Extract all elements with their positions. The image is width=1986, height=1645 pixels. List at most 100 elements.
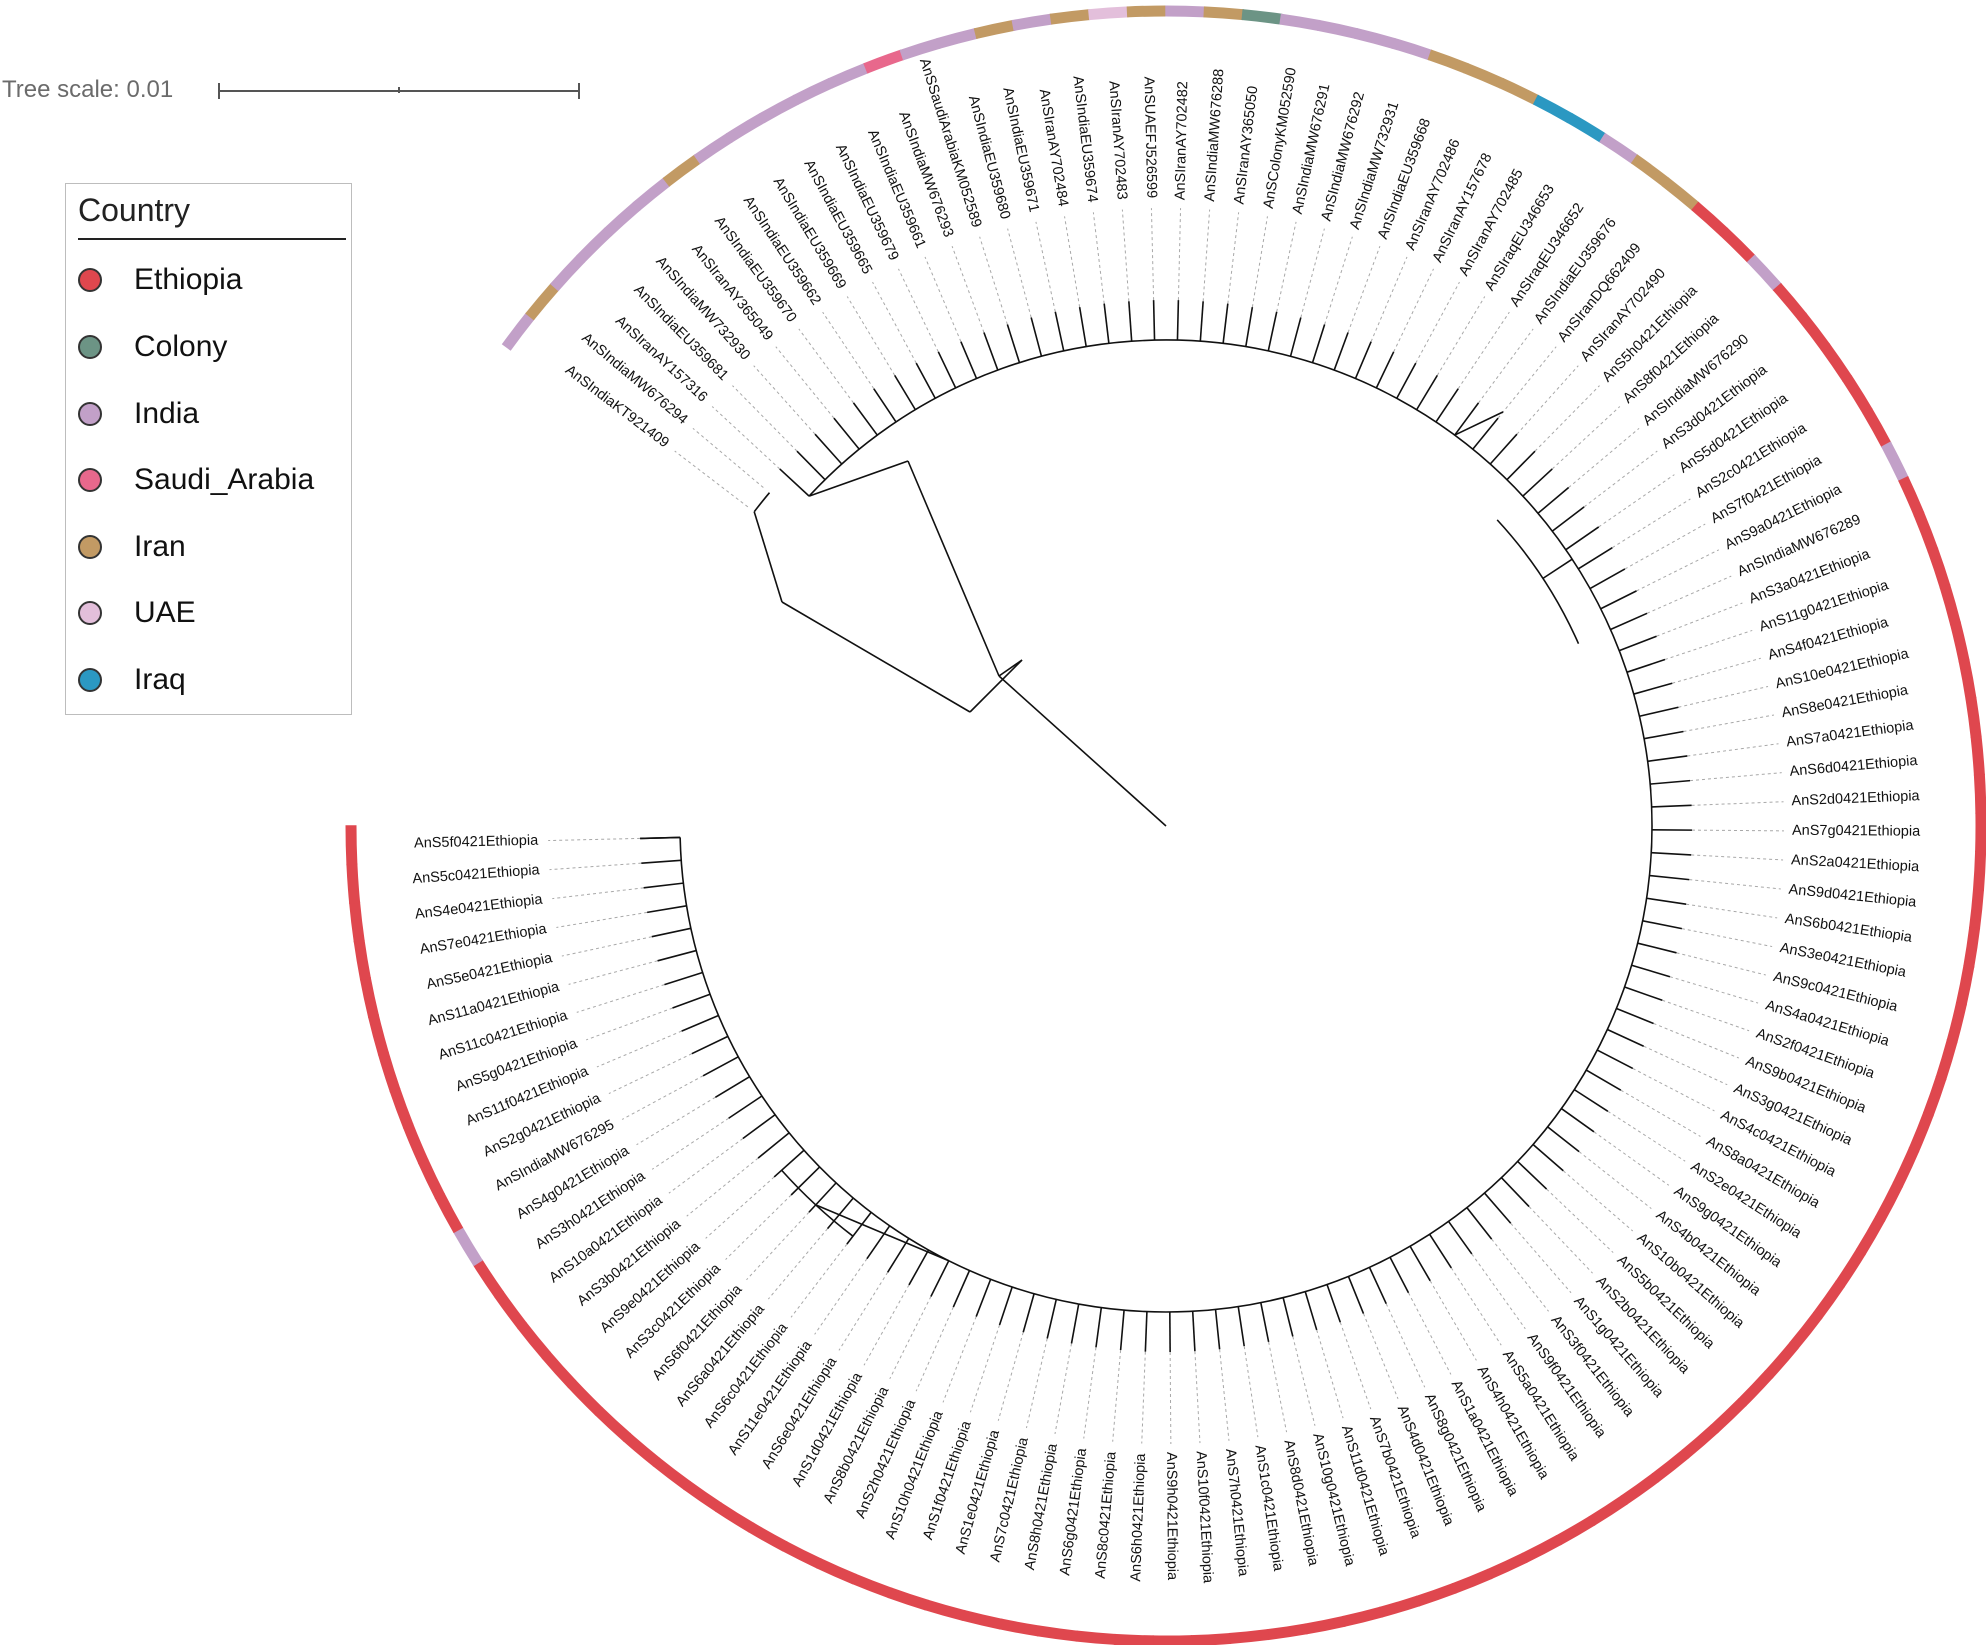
ring-segment	[1165, 5, 1206, 18]
leaf-guide	[1653, 1023, 1739, 1059]
ring-segment	[345, 825, 358, 866]
ring-segment	[1088, 6, 1129, 21]
leaf-guide	[1347, 246, 1381, 333]
ring-segment	[1651, 1449, 1690, 1483]
ring-segment	[501, 312, 535, 351]
leaf-guide	[790, 1243, 848, 1318]
leaf-guide	[1534, 385, 1600, 452]
leaf-guide	[1687, 743, 1779, 757]
leaf-branch	[1483, 1192, 1512, 1224]
leaf-branch	[1517, 1160, 1548, 1190]
leaf-guide	[1092, 212, 1105, 304]
leaf-branch	[1616, 1007, 1654, 1025]
leaf-guide	[586, 1007, 673, 1041]
subclade-arc	[1496, 519, 1580, 644]
leaf-label: AnSIraqEU346653	[1482, 182, 1558, 294]
ring-segment	[1939, 584, 1961, 626]
leaf-guide	[1035, 221, 1056, 312]
leaf-guide	[651, 1117, 729, 1170]
leaf-guide	[1385, 1303, 1426, 1388]
leaf-branch	[1245, 307, 1254, 347]
leaf-branch	[937, 351, 957, 389]
ring-segment	[402, 1123, 429, 1165]
ring-segment	[1415, 1582, 1457, 1607]
leaf-branch	[1354, 341, 1372, 379]
leaf-branch	[866, 1225, 891, 1260]
ring-segment	[1341, 1606, 1384, 1627]
ring-segment	[472, 1259, 505, 1299]
ring-segment	[1946, 1001, 1967, 1044]
ring-segment	[1797, 312, 1831, 351]
leaf-label: AnS6g0421Ethiopia	[1057, 1446, 1090, 1576]
leaf-guide	[1689, 772, 1782, 782]
leaf-guide	[1478, 328, 1534, 404]
leaf-guide	[1568, 427, 1640, 488]
ring-segment	[1316, 19, 1359, 40]
leaf-branch	[1267, 311, 1278, 352]
leaf-branch	[1389, 1256, 1410, 1294]
leaf-branch	[1103, 303, 1110, 344]
ring-segment	[603, 201, 641, 237]
leaf-guide	[1562, 1170, 1634, 1232]
leaf-branch	[1643, 730, 1684, 740]
ring-segment	[1620, 1472, 1660, 1506]
ring-segment	[1190, 1632, 1232, 1645]
leaf-branch	[1646, 897, 1687, 905]
leaf-guide	[997, 1332, 1024, 1421]
leaf-branch	[826, 1197, 854, 1230]
ring-segment	[816, 1558, 857, 1585]
leaf-guide	[863, 1284, 910, 1366]
leaf-branch	[1631, 964, 1671, 978]
tree-branches	[640, 300, 1692, 1352]
leaf-branch	[796, 450, 826, 481]
leaf-guide	[951, 246, 985, 333]
leaf-guide	[1686, 903, 1778, 919]
leaf-branch	[1551, 506, 1585, 532]
leaf-branch	[702, 1056, 739, 1077]
leaf-guide	[711, 406, 781, 470]
leaf-guide	[548, 837, 641, 842]
outgroup-arc	[753, 492, 771, 513]
leaf-branch	[1311, 324, 1326, 363]
leaf-branch	[1560, 1107, 1595, 1133]
leaf-guide	[1450, 1267, 1502, 1346]
leaf-branch	[1618, 635, 1657, 652]
leaf-label: AnS6d0421Ethiopia	[1789, 753, 1919, 780]
ring-segment	[1241, 9, 1283, 25]
internal-branch	[998, 659, 1023, 677]
leaf-label: AnS7e0421Ethiopia	[419, 921, 549, 958]
ring-segment	[417, 1158, 446, 1200]
ring-segment	[899, 37, 941, 61]
leaf-guide	[746, 1211, 810, 1281]
ring-segment	[452, 1226, 483, 1267]
leaf-guide	[1510, 1222, 1572, 1294]
leaf-branch	[1191, 1311, 1196, 1352]
leaf-branch	[1596, 1049, 1634, 1070]
leaf-guide	[753, 365, 816, 435]
ring-segment	[1842, 374, 1873, 415]
leaf-guide	[576, 984, 665, 1013]
leaf-guide	[1064, 216, 1081, 308]
ring-segment	[1075, 1630, 1116, 1645]
ring-segment	[632, 177, 671, 211]
ring-segment	[1126, 5, 1167, 18]
leaf-label: AnS2a0421Ethiopia	[1791, 852, 1921, 875]
leaf-guide	[1546, 1188, 1614, 1253]
leaf-guide	[1578, 1151, 1652, 1209]
leaf-guide	[1516, 365, 1579, 435]
leaf-branch	[1585, 1069, 1622, 1091]
ring-segment	[1427, 49, 1469, 74]
leaf-guide	[1598, 474, 1675, 528]
leaf-branch	[1347, 1276, 1365, 1314]
leaf-branch	[846, 1211, 872, 1245]
ring-segment	[1391, 37, 1433, 61]
ring-segment	[1835, 1248, 1866, 1288]
ring-segment	[525, 282, 560, 321]
leaf-branch	[657, 949, 697, 962]
ring-segment	[622, 1432, 661, 1467]
leaf-branch	[1409, 1245, 1431, 1282]
leaf-guide	[1689, 879, 1781, 890]
iraq-swatch-icon	[78, 668, 102, 692]
ring-segment	[1266, 1623, 1308, 1641]
leaf-guide	[1169, 1351, 1172, 1444]
